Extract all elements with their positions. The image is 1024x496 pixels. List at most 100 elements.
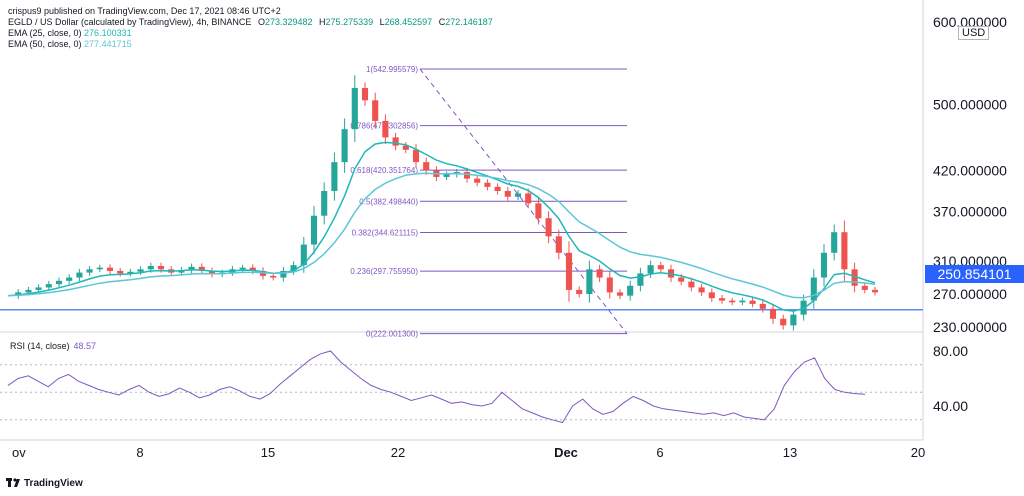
open-label: O: [257, 17, 265, 27]
candle-body: [127, 271, 134, 274]
candle-body: [249, 267, 256, 271]
candle-body: [718, 298, 726, 301]
candle-body: [463, 172, 471, 179]
candle-body: [117, 270, 124, 274]
symbol-name: EGLD / US Dollar (calculated by TradingV…: [8, 17, 252, 27]
high-label: H: [319, 17, 326, 27]
ema50-label: EMA (50, close, 0): [8, 39, 82, 49]
time-tick-label: 6: [656, 445, 663, 460]
time-tick-label: 15: [261, 445, 275, 460]
candle-body: [739, 300, 746, 303]
fib-level-label: 0(222.001300): [366, 330, 418, 339]
ema-lines: [7, 141, 876, 312]
rsi-label: RSI (14, close): [10, 341, 70, 351]
ema50-value: 277.441715: [84, 39, 132, 49]
candle-body: [423, 162, 430, 171]
low-label: L: [379, 17, 385, 27]
candle-body: [790, 314, 797, 326]
candle-body: [535, 203, 542, 219]
candle-body: [157, 266, 165, 270]
candle-body: [514, 193, 522, 197]
tradingview-logo-icon: [6, 478, 20, 489]
time-tick-label: 22: [391, 445, 405, 460]
candle-body: [198, 266, 205, 271]
rsi-tick-label: 40.00: [933, 398, 968, 414]
candle-body: [749, 300, 756, 304]
rsi-legend[interactable]: RSI (14, close) 48.57: [10, 341, 96, 351]
candle-body: [474, 178, 481, 183]
open-value: 273.329482: [264, 17, 313, 27]
time-tick-label: 13: [783, 445, 797, 460]
fibonacci-retracement[interactable]: 1(542.995579)0.786(474.302856)0.618(420.…: [350, 65, 628, 339]
candle-body: [15, 292, 22, 296]
candle-body: [647, 265, 654, 274]
candle-body: [392, 137, 399, 146]
candle-body: [300, 244, 307, 266]
candle-body: [331, 162, 338, 191]
candle-body: [616, 292, 624, 296]
price-tick-label: 500.000000: [933, 96, 1007, 112]
candle-body: [606, 277, 613, 293]
chart-header: crispus9 published on TradingView.com, D…: [8, 6, 493, 50]
rsi-value: 48.57: [73, 341, 97, 351]
ema25-legend[interactable]: EMA (25, close, 0) 276.100331: [8, 28, 493, 39]
candle-body: [555, 236, 562, 253]
candle-body: [137, 269, 144, 272]
candle-body: [688, 281, 695, 288]
rsi-tick-label: 80.00: [933, 343, 968, 359]
candle-body: [708, 292, 715, 299]
candle-body: [810, 277, 817, 301]
ema25-value: 276.100331: [84, 28, 132, 38]
time-tick-label: 8: [136, 445, 143, 460]
price-tick-label: 420.000000: [933, 162, 1007, 178]
time-tick-label: 20: [911, 445, 925, 460]
fib-level-label: 0.5(382.498440): [359, 197, 418, 206]
candle-body: [494, 186, 501, 191]
candle-body: [361, 87, 369, 101]
candle-body: [188, 266, 195, 271]
candle-body: [576, 289, 583, 295]
tradingview-brand: TradingView: [24, 478, 83, 489]
footer: TradingView: [6, 478, 83, 489]
symbol-line: EGLD / US Dollar (calculated by TradingV…: [8, 17, 493, 28]
time-axis-labels: ov 8 15 22 Dec 6 13 20: [12, 445, 925, 460]
rsi-panel: 80.00 40.00: [0, 343, 968, 424]
ema50-legend[interactable]: EMA (50, close, 0) 277.441715: [8, 39, 493, 50]
candle-body: [586, 269, 593, 295]
price-tick-label: 230.000000: [933, 319, 1007, 335]
candle-body: [820, 252, 828, 278]
close-label: C: [438, 17, 446, 27]
fib-level-label: 1(542.995579): [366, 65, 418, 74]
candle-body: [321, 190, 328, 216]
rsi-line: [7, 350, 866, 424]
candle-body: [871, 289, 879, 293]
fib-level-label: 0.382(344.621115): [352, 229, 419, 238]
close-value: 272.146187: [445, 17, 493, 27]
candle-body: [45, 284, 52, 288]
high-value: 275.275339: [325, 17, 374, 27]
candle-body: [310, 215, 318, 245]
candle-body: [86, 269, 93, 273]
ema25-line: [7, 141, 876, 312]
candle-body: [76, 272, 83, 278]
publisher-line: crispus9 published on TradingView.com, D…: [8, 6, 281, 16]
support-price-label: 250.854101: [925, 265, 1024, 283]
candle-body: [637, 273, 644, 286]
candle-body: [565, 252, 573, 290]
candle-body: [780, 318, 787, 326]
candle-body: [851, 269, 858, 286]
price-tick-label: 370.000000: [933, 204, 1007, 220]
candle-body: [55, 280, 63, 285]
candle-body: [525, 193, 532, 204]
candle-body: [769, 308, 777, 319]
currency-button[interactable]: USD: [958, 26, 990, 40]
candle-body: [96, 267, 103, 270]
candle-body: [35, 287, 42, 290]
candle-body: [678, 277, 685, 282]
candle-body: [402, 145, 409, 150]
candle-body: [270, 275, 277, 278]
candle-body: [627, 285, 634, 296]
candle-body: [106, 267, 114, 271]
candle-body: [290, 265, 297, 271]
